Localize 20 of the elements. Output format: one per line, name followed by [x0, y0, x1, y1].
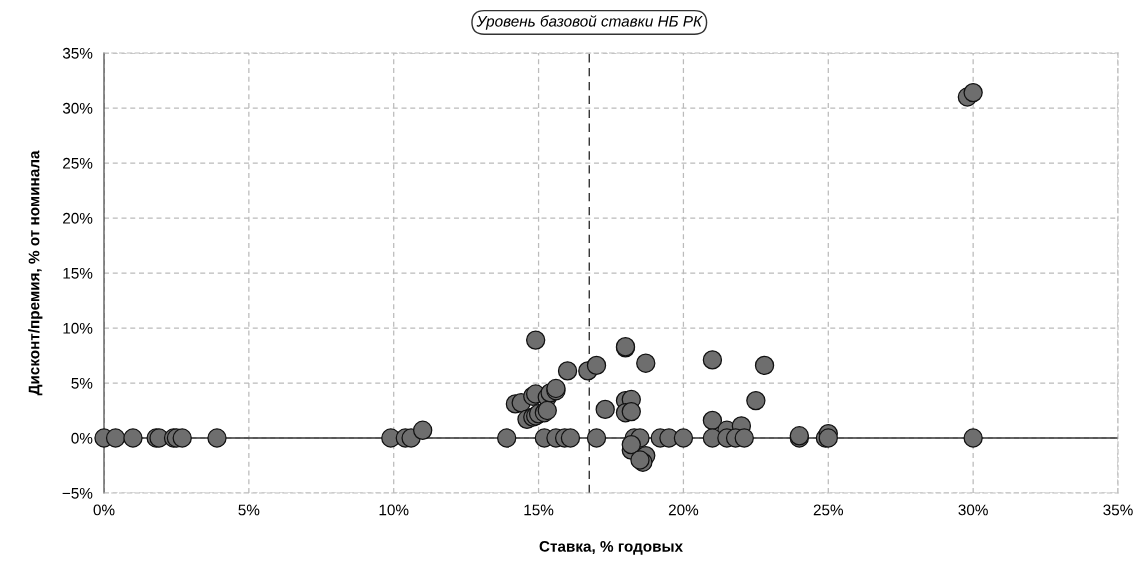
y-tick-label: 20% — [63, 212, 93, 224]
ref-line-label: Уровень базовой ставки НБ РК — [476, 15, 703, 30]
y-axis-title: Дисконт/премия, % от номинала — [28, 150, 43, 396]
y-tick-label: 35% — [62, 47, 93, 59]
x-tick-label: 35% — [1103, 504, 1133, 516]
y-tick-label: 15% — [63, 267, 93, 279]
x-axis-title: Ставка, % годовых — [539, 540, 683, 555]
x-tick-label: 5% — [238, 504, 260, 516]
x-tick-label: 0% — [93, 504, 115, 516]
y-tick-label: 5% — [71, 377, 93, 389]
x-tick-label: 10% — [379, 504, 409, 516]
x-tick-label: 20% — [668, 504, 699, 516]
y-tick-label: −5% — [62, 487, 93, 499]
y-tick-label: 0% — [71, 432, 93, 444]
x-tick-label: 30% — [958, 504, 988, 516]
x-tick-label: 25% — [813, 504, 844, 516]
x-tick-label: 15% — [524, 504, 554, 516]
y-tick-label: 30% — [62, 102, 93, 114]
y-tick-label: 25% — [63, 157, 93, 169]
y-tick-label: 10% — [63, 322, 93, 334]
